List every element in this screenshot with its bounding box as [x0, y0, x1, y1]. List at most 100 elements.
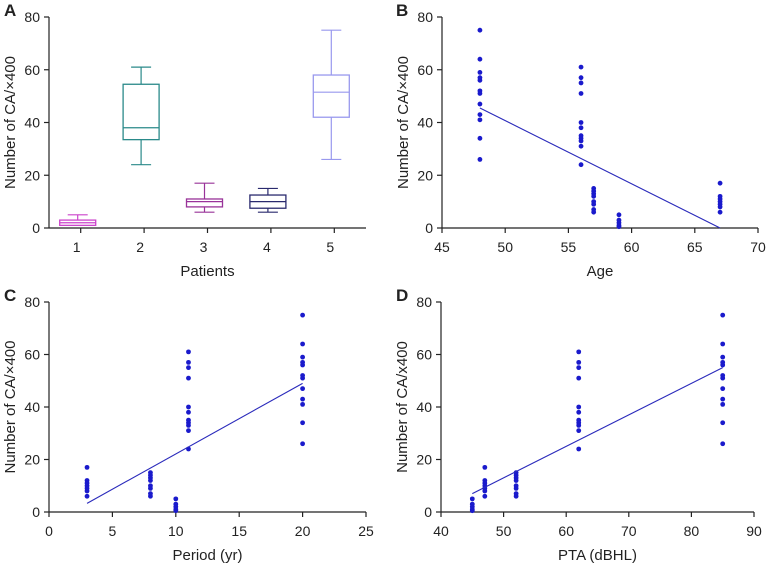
x-tick-label: 70	[621, 523, 637, 539]
data-point	[300, 312, 305, 318]
data-point	[578, 91, 584, 96]
data-point	[513, 485, 519, 491]
y-tick-label: 20	[416, 452, 432, 468]
data-point	[300, 386, 305, 392]
data-point	[576, 409, 582, 415]
box-patient-4	[249, 187, 287, 213]
box-iqr	[312, 74, 350, 118]
y-tick-label: 60	[416, 347, 432, 363]
data-point	[720, 420, 726, 426]
data-point	[469, 496, 475, 502]
y-tick-label: 60	[24, 62, 40, 78]
data-point	[720, 375, 726, 381]
panel-label: D	[396, 286, 408, 305]
x-tick-label: 2	[136, 239, 144, 255]
x-axis-title: Patients	[180, 263, 234, 280]
y-tick-label: 0	[32, 504, 40, 520]
data-point	[482, 464, 488, 470]
panel-d: D 0 20 40 60 80 40 50 60 70 80 90 PTA (dBHL) Number o…	[394, 286, 762, 564]
y-tick-label: 0	[425, 220, 433, 236]
data-point	[148, 493, 153, 499]
data-point	[300, 362, 305, 368]
data-point	[717, 204, 723, 210]
y-tick-label: 40	[416, 399, 432, 415]
data-point	[513, 478, 519, 483]
data-point	[576, 428, 582, 434]
data-point	[148, 485, 153, 491]
data-point	[578, 120, 584, 125]
data-point	[300, 441, 305, 447]
x-tick-label: 0	[45, 523, 53, 539]
data-point	[186, 409, 191, 415]
box-patient-1	[59, 214, 97, 227]
data-point	[477, 101, 483, 107]
x-axis-title: Age	[587, 263, 614, 280]
data-point	[477, 77, 483, 83]
regression-line	[472, 367, 723, 495]
data-point	[720, 362, 726, 368]
y-tick-label: 20	[24, 167, 40, 183]
data-point	[477, 135, 483, 141]
x-tick-label: 80	[684, 523, 700, 539]
data-point	[578, 138, 584, 144]
y-tick-label: 80	[24, 9, 40, 25]
data-point	[84, 493, 90, 499]
data-point	[186, 428, 191, 434]
data-point	[300, 396, 305, 402]
data-point	[616, 212, 622, 218]
data-point	[717, 180, 723, 186]
regression-line	[479, 107, 721, 229]
data-point	[720, 312, 726, 318]
y-tick-label: 40	[24, 399, 40, 415]
data-point	[482, 493, 488, 499]
data-point	[591, 209, 597, 215]
data-point	[173, 508, 179, 514]
y-tick-label: 60	[24, 347, 40, 363]
data-point	[300, 401, 305, 407]
x-tick-label: 65	[687, 239, 703, 255]
y-tick-label: 80	[24, 294, 40, 310]
data-point	[717, 209, 723, 215]
panel-b: B 0 20 40 60 80 45 50 55 60 65 70 Age Number of CA/×4…	[395, 1, 766, 280]
x-tick-label: 60	[624, 239, 640, 255]
y-axis-title: Number of CA/×400	[395, 56, 412, 189]
data-point	[720, 441, 726, 447]
x-tick-label: 3	[200, 239, 208, 255]
data-point	[477, 56, 483, 62]
x-tick-label: 1	[73, 239, 81, 255]
y-axis-title: Number of CA/×400	[2, 341, 19, 474]
box-patient-2	[122, 66, 160, 166]
data-point	[300, 375, 305, 381]
box-patient-5	[312, 29, 350, 161]
panel-a: A 0 20 40 60 80 1 2 3 4 5 Patients Number of CA/×400	[2, 1, 366, 280]
data-point	[591, 193, 597, 199]
data-point	[576, 359, 582, 365]
data-point	[84, 488, 90, 494]
data-point	[578, 125, 584, 131]
box-patient-3	[185, 182, 224, 213]
x-tick-label: 20	[295, 523, 311, 539]
y-tick-label: 80	[416, 294, 432, 310]
x-axis-title: PTA (dBHL)	[558, 547, 637, 564]
data-point	[186, 404, 191, 410]
y-tick-label: 80	[417, 9, 433, 25]
data-point	[186, 349, 191, 355]
data-point	[576, 404, 582, 410]
data-point	[148, 478, 153, 483]
data-point	[576, 422, 582, 428]
data-point	[720, 386, 726, 392]
data-point	[578, 162, 584, 168]
y-tick-label: 20	[417, 167, 433, 183]
y-tick-label: 0	[32, 220, 40, 236]
x-tick-label: 40	[433, 523, 449, 539]
y-axis-title: Number of CA/×400	[2, 56, 19, 189]
y-tick-label: 60	[417, 62, 433, 78]
y-tick-label: 0	[424, 504, 432, 520]
data-point	[720, 354, 726, 360]
x-tick-label: 70	[750, 239, 766, 255]
data-point	[576, 365, 582, 371]
panel-label: B	[396, 1, 408, 20]
x-tick-label: 25	[358, 523, 374, 539]
x-tick-label: 60	[558, 523, 574, 539]
data-point	[477, 91, 483, 96]
